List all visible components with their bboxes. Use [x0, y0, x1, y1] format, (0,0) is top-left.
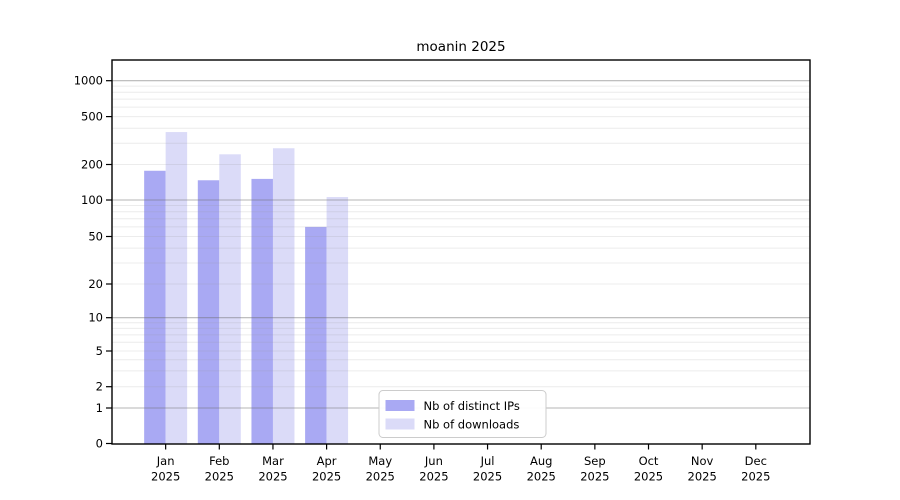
- bar-distinct-ips-feb: [197, 180, 220, 444]
- legend-label-distinct-ips: Nb of distinct IPs: [424, 399, 520, 413]
- x-tick-label: Oct 2025: [634, 454, 663, 484]
- y-tick-label: 2: [96, 380, 103, 394]
- y-tick-label: 5: [96, 344, 103, 358]
- x-tick-label: Jul 2025: [473, 454, 502, 484]
- bars-layer: [144, 132, 349, 444]
- y-tick-label: 100: [81, 193, 103, 207]
- bar-distinct-ips-apr: [305, 226, 327, 444]
- y-tick-label: 200: [81, 158, 103, 172]
- x-tick-label: May 2025: [366, 454, 395, 484]
- x-tick-label: Mar 2025: [258, 454, 287, 484]
- x-tick-label: Feb 2025: [205, 454, 234, 484]
- x-tick-label: Apr 2025: [312, 454, 341, 484]
- legend-box: [378, 390, 547, 438]
- legend-swatch-downloads: [385, 418, 415, 430]
- grid-layer: [112, 80, 810, 409]
- bar-downloads-mar: [272, 148, 295, 444]
- chart-title: moanin 2025: [416, 39, 505, 55]
- plot-frame: [111, 59, 811, 445]
- x-tick-label: Jun 2025: [419, 454, 448, 484]
- legend: Nb of distinct IPs Nb of downloads: [378, 390, 547, 438]
- x-tick-label: Aug 2025: [527, 454, 556, 484]
- y-tick-label: 1000: [74, 74, 103, 88]
- bar-downloads-apr: [326, 197, 349, 444]
- y-tick-label: 10: [88, 311, 103, 325]
- y-tick-label: 50: [88, 230, 103, 244]
- bar-downloads-feb: [219, 154, 241, 444]
- x-tick-label: Sep 2025: [580, 454, 609, 484]
- x-tick-label: Nov 2025: [688, 454, 717, 484]
- y-tick-label: 0: [96, 437, 103, 451]
- y-tick-label: 20: [88, 277, 103, 291]
- legend-label-downloads: Nb of downloads: [424, 418, 520, 432]
- x-tick-label: Jan 2025: [151, 454, 180, 484]
- legend-swatch-distinct-ips: [385, 400, 415, 411]
- y-tick-label: 500: [81, 110, 103, 124]
- y-tick-label: 1: [96, 401, 103, 415]
- bar-distinct-ips-mar: [251, 178, 273, 444]
- axis-layer: 0 1 2 5 10 20 50 100 200 500 1000 Jan 2025 Feb 2025 Mar…: [74, 59, 811, 484]
- bar-distinct-ips-jan: [144, 170, 166, 444]
- x-tick-label: Dec 2025: [741, 454, 770, 484]
- bar-downloads-jan: [165, 132, 188, 444]
